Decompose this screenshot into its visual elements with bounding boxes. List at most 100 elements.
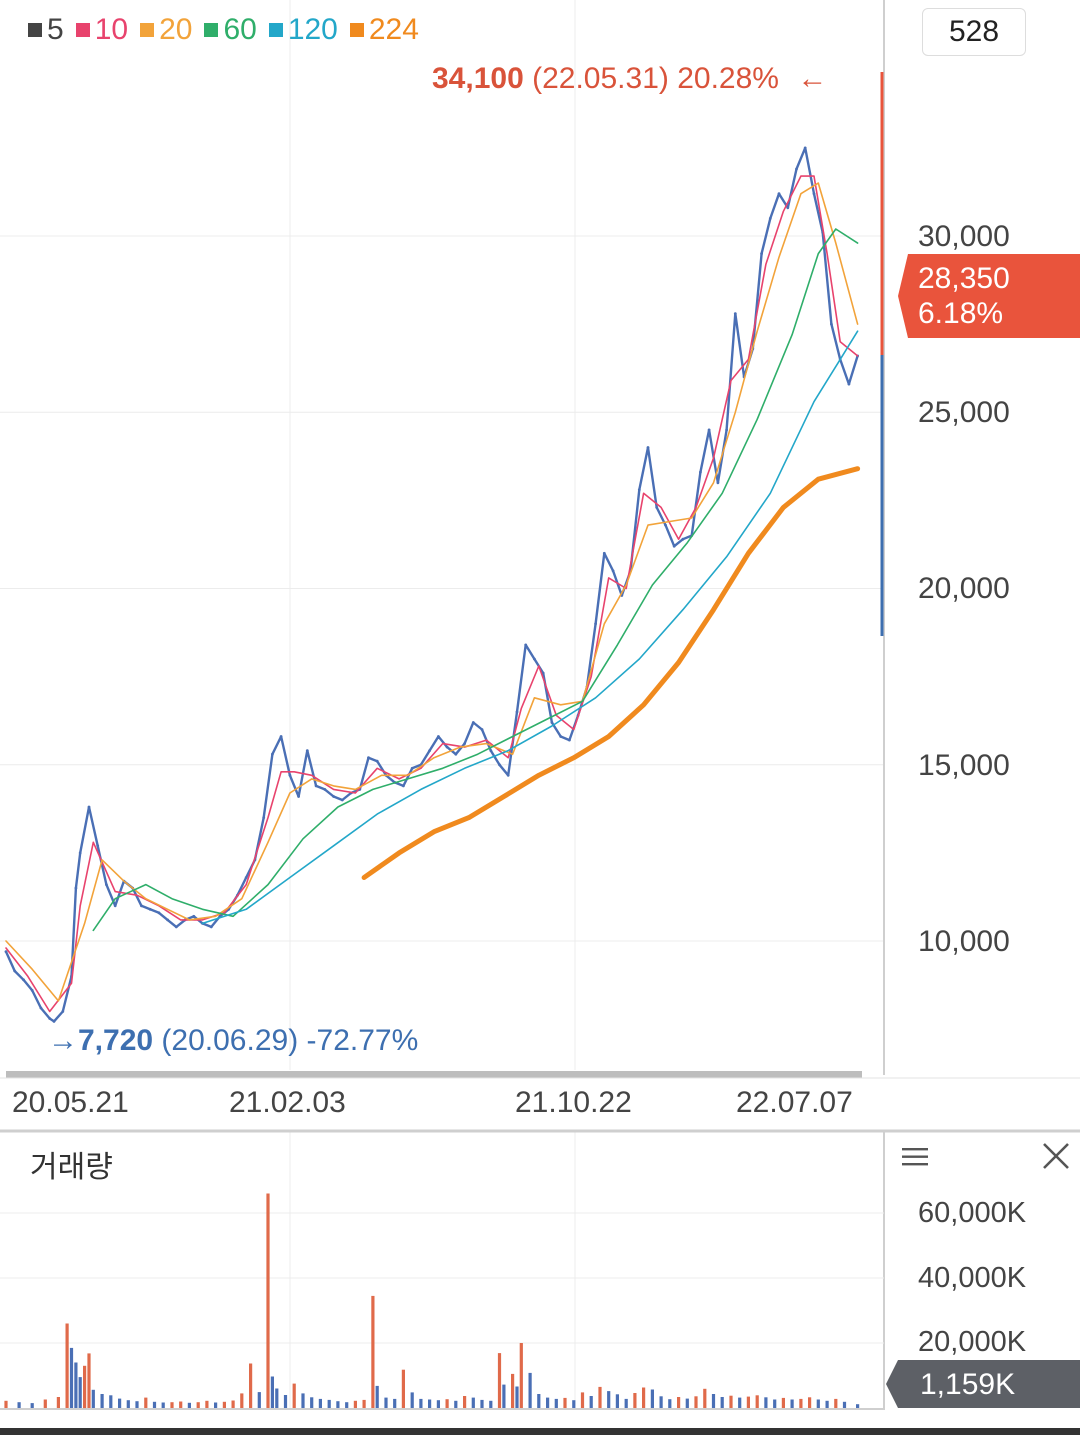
- price-point: [550, 721, 554, 724]
- volume-bar: [607, 1391, 611, 1408]
- price-point: [777, 192, 781, 196]
- time-scrollbar: [6, 1071, 862, 1078]
- volume-bar: [624, 1398, 628, 1408]
- price-point: [209, 925, 213, 929]
- price-point: [463, 742, 466, 745]
- price-point: [113, 904, 117, 908]
- volume-bar: [179, 1401, 183, 1408]
- price-point: [672, 544, 676, 548]
- price-point: [437, 735, 440, 738]
- current-price-value: 28,350: [918, 262, 1010, 295]
- price-point: [733, 312, 737, 315]
- price-point: [594, 622, 597, 626]
- volume-bar: [310, 1397, 314, 1408]
- price-point: [655, 506, 659, 509]
- price-point: [489, 749, 493, 752]
- price-point: [288, 773, 292, 777]
- volume-bar: [187, 1402, 191, 1408]
- volume-bar: [842, 1401, 847, 1408]
- volume-bar: [419, 1398, 423, 1408]
- legend-item-10[interactable]: 10: [75, 13, 128, 47]
- price-point: [602, 551, 606, 555]
- price-point: [646, 446, 650, 449]
- price-point: [140, 904, 143, 908]
- high-price-annotation: 34,100 (22.05.31) 20.28% ←: [432, 62, 827, 96]
- volume-bar: [480, 1399, 484, 1408]
- price-point: [323, 788, 327, 791]
- price-point: [533, 657, 536, 661]
- volume-bar: [318, 1398, 322, 1408]
- legend-item-5[interactable]: 5: [28, 13, 64, 47]
- legend-item-224[interactable]: 224: [349, 13, 419, 47]
- volume-bar: [502, 1384, 506, 1408]
- volume-bar: [283, 1395, 288, 1408]
- volume-bar: [275, 1388, 279, 1408]
- volume-bar: [336, 1401, 340, 1408]
- price-point: [795, 167, 798, 171]
- high-price-value: 34,100: [432, 62, 524, 95]
- volume-bar: [454, 1400, 458, 1408]
- close-icon[interactable]: [1040, 1140, 1072, 1172]
- price-point: [541, 671, 545, 675]
- volume-bar: [74, 1362, 78, 1408]
- y-tick-label: 30,000: [918, 220, 1010, 253]
- volume-bar: [694, 1396, 698, 1408]
- price-point: [830, 322, 833, 326]
- legend-label: 20: [159, 13, 193, 46]
- volume-bar: [580, 1392, 585, 1408]
- price-point: [52, 1020, 56, 1023]
- legend-item-20[interactable]: 20: [140, 13, 192, 47]
- current-price-badge: 28,350 6.18%: [898, 254, 1080, 338]
- price-point: [471, 721, 475, 724]
- volume-y-tick-label: 20,000K: [918, 1326, 1027, 1358]
- volume-bar: [353, 1400, 357, 1408]
- volume-bar: [393, 1398, 397, 1408]
- legend-label: 224: [368, 13, 419, 46]
- volume-bar: [572, 1400, 576, 1408]
- price-point: [402, 784, 405, 788]
- volume-bar: [711, 1394, 716, 1408]
- volume-bar: [135, 1401, 139, 1408]
- y-tick-label: 15,000: [918, 749, 1010, 782]
- price-point: [340, 798, 344, 802]
- price-point: [157, 911, 161, 915]
- volume-bar: [615, 1394, 619, 1408]
- volume-bar: [816, 1399, 820, 1408]
- volume-bar: [375, 1385, 379, 1408]
- price-point: [847, 382, 851, 386]
- legend-swatch: [140, 23, 155, 37]
- volume-bar: [497, 1353, 502, 1408]
- legend-item-120[interactable]: 120: [268, 13, 338, 47]
- volume-bar: [170, 1402, 174, 1408]
- series-line-10: [5, 175, 859, 1013]
- volume-bar: [161, 1402, 165, 1408]
- price-point: [498, 763, 501, 767]
- volume-bar: [471, 1397, 475, 1408]
- volume-bar: [633, 1393, 637, 1408]
- moving-average-legend: 5 10 20 60 120 224: [28, 10, 419, 50]
- volume-bar: [445, 1399, 449, 1408]
- volume-bar: [83, 1365, 87, 1409]
- volume-bar: [790, 1399, 794, 1408]
- volume-bar: [43, 1399, 47, 1408]
- price-point: [515, 710, 519, 714]
- volume-bar: [685, 1398, 689, 1408]
- x-tick-label: 20.05.21: [12, 1086, 129, 1119]
- price-point: [87, 805, 91, 809]
- legend-item-60[interactable]: 60: [204, 13, 257, 47]
- volume-bar: [345, 1402, 349, 1408]
- volume-bar: [668, 1399, 672, 1408]
- menu-icon[interactable]: [900, 1142, 930, 1172]
- price-point: [314, 784, 318, 788]
- volume-bar: [222, 1401, 226, 1408]
- volume-bar: [270, 1376, 274, 1408]
- current-volume-badge: 1,159K: [886, 1360, 1080, 1408]
- volume-bar: [720, 1397, 724, 1408]
- period-selector-button[interactable]: 528: [922, 8, 1026, 56]
- volume-bar: [87, 1353, 91, 1408]
- price-point: [568, 738, 571, 742]
- price-point: [681, 537, 685, 541]
- price-point: [262, 816, 266, 819]
- volume-bar: [214, 1402, 218, 1408]
